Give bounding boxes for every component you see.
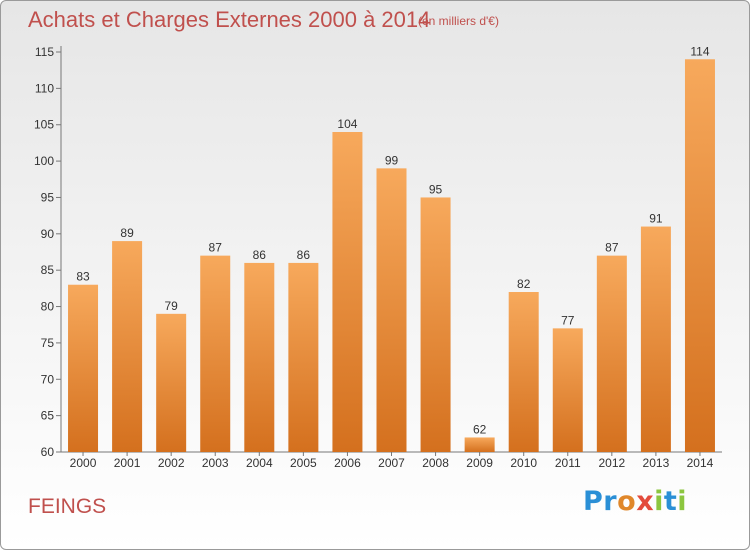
bar-2001[interactable] bbox=[112, 241, 143, 452]
x-tick-label-2007: 2007 bbox=[378, 456, 405, 470]
bar-2013[interactable] bbox=[640, 226, 671, 452]
x-tick-label-2011: 2011 bbox=[555, 456, 581, 470]
x-tick-label-2001: 2001 bbox=[114, 456, 141, 470]
value-label-2007: 99 bbox=[385, 153, 399, 167]
proxiti-logo[interactable]: Proxiti bbox=[583, 486, 688, 517]
x-tick-label-2000: 2000 bbox=[70, 456, 97, 470]
x-tick-label-2002: 2002 bbox=[158, 456, 185, 470]
value-label-2011: 77 bbox=[561, 313, 575, 327]
bar-2007[interactable] bbox=[376, 168, 407, 452]
y-tick-label: 80 bbox=[41, 300, 55, 314]
value-label-2004: 86 bbox=[253, 248, 267, 262]
chart-subtitle: (en milliers d'€) bbox=[418, 14, 499, 28]
x-tick-label-2004: 2004 bbox=[246, 456, 273, 470]
x-tick-label-2006: 2006 bbox=[334, 456, 361, 470]
value-label-2010: 82 bbox=[517, 277, 531, 291]
x-tick-label-2005: 2005 bbox=[290, 456, 317, 470]
value-label-2002: 79 bbox=[164, 299, 178, 313]
bar-2003[interactable] bbox=[200, 255, 231, 452]
bar-2005[interactable] bbox=[288, 262, 319, 452]
value-label-2005: 86 bbox=[297, 248, 311, 262]
y-tick-label: 95 bbox=[41, 190, 55, 204]
bar-2009[interactable] bbox=[464, 437, 495, 452]
x-tick-label-2013: 2013 bbox=[643, 456, 670, 470]
x-tick-label-2014: 2014 bbox=[687, 456, 714, 470]
bar-2011[interactable] bbox=[552, 328, 583, 452]
bar-2002[interactable] bbox=[156, 313, 187, 452]
x-tick-label-2010: 2010 bbox=[510, 456, 537, 470]
x-tick-label-2003: 2003 bbox=[202, 456, 229, 470]
y-tick-label: 90 bbox=[41, 227, 55, 241]
value-label-2003: 87 bbox=[209, 241, 223, 255]
y-tick-label: 115 bbox=[35, 45, 54, 59]
y-tick-label: 75 bbox=[41, 336, 55, 350]
value-label-2014: 114 bbox=[690, 44, 709, 58]
value-label-2013: 91 bbox=[649, 212, 663, 226]
y-tick-label: 100 bbox=[34, 154, 54, 168]
value-label-2012: 87 bbox=[605, 241, 619, 255]
commune-name: FEINGS bbox=[28, 495, 107, 518]
y-tick-label: 85 bbox=[41, 263, 55, 277]
bar-2012[interactable] bbox=[596, 255, 627, 452]
bar-2000[interactable] bbox=[68, 284, 99, 452]
bar-2010[interactable] bbox=[508, 292, 539, 452]
bar-2006[interactable] bbox=[332, 132, 363, 452]
bar-2004[interactable] bbox=[244, 262, 275, 452]
x-tick-label-2008: 2008 bbox=[422, 456, 449, 470]
value-label-2006: 104 bbox=[337, 117, 357, 131]
y-tick-label: 60 bbox=[41, 445, 55, 459]
chart-title: Achats et Charges Externes 2000 à 2014 bbox=[28, 7, 431, 32]
x-tick-label-2012: 2012 bbox=[598, 456, 625, 470]
x-tick-label-2009: 2009 bbox=[466, 456, 493, 470]
y-tick-label: 105 bbox=[34, 118, 54, 132]
y-tick-label: 110 bbox=[35, 81, 54, 95]
value-label-2001: 89 bbox=[120, 226, 134, 240]
value-label-2009: 62 bbox=[473, 422, 487, 436]
value-label-2008: 95 bbox=[429, 182, 443, 196]
y-tick-label: 70 bbox=[41, 372, 55, 386]
value-label-2000: 83 bbox=[76, 270, 90, 284]
bar-2008[interactable] bbox=[420, 197, 451, 452]
bar-2014[interactable] bbox=[684, 59, 715, 452]
y-tick-label: 65 bbox=[41, 409, 55, 423]
